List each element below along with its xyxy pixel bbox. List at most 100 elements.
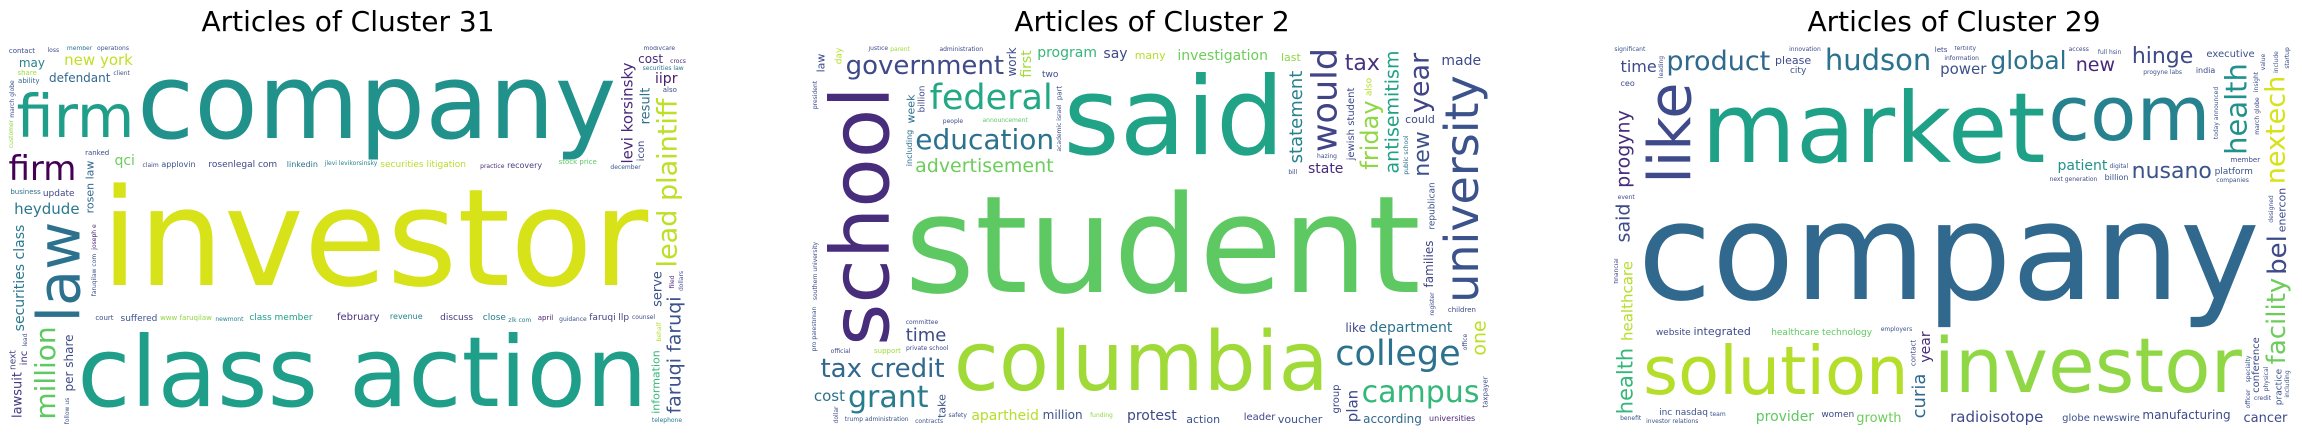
- word-billion: billion: [2104, 172, 2129, 182]
- word-new: new: [1410, 130, 1436, 177]
- word-voucher: voucher: [1277, 412, 1323, 426]
- word-per-share: per share: [62, 334, 77, 392]
- word-two: two: [1042, 69, 1059, 80]
- word-product: product: [1666, 46, 1771, 77]
- word-work: work: [1005, 47, 1020, 77]
- word-integrated: integrated: [1693, 325, 1751, 339]
- word-jewish-student: jewish student: [1346, 87, 1358, 161]
- word-like: like: [1635, 82, 1705, 184]
- word-companies: companies: [2216, 177, 2249, 185]
- word-student: student: [904, 166, 1421, 324]
- word-serve: serve: [650, 270, 666, 307]
- word-parent: parent: [890, 46, 910, 53]
- word-practice: practice: [2274, 369, 2285, 406]
- word-class-action: class action: [77, 316, 648, 426]
- word-operations: operations: [97, 46, 129, 53]
- word-next-generation: next generation: [2049, 176, 2098, 184]
- word-crocs: crocs: [670, 58, 686, 66]
- word-tax-credit: tax credit: [820, 353, 945, 384]
- word-last: last: [1280, 51, 1301, 65]
- word-employers: employers: [1880, 325, 1913, 333]
- word-faruqilaw-com: faruqilaw com: [91, 253, 99, 297]
- word-investor-relations: investor relations: [1646, 418, 1699, 426]
- word-week: week: [904, 94, 918, 124]
- word-healthcare: healthcare: [1618, 260, 1637, 341]
- word-leader: leader: [1243, 412, 1276, 424]
- word-guidance: guidance: [559, 315, 587, 323]
- word-globe-newswire: globe newswire: [2062, 412, 2140, 424]
- word-said: said: [1063, 55, 1285, 181]
- word-school: school: [814, 86, 909, 346]
- word-client: client: [113, 69, 130, 77]
- word-specialty: specialty: [2244, 355, 2252, 382]
- cloud-panel-1: Articles of Cluster 2 student said columbi…: [812, 0, 1492, 435]
- word-new-york: new york: [64, 50, 133, 69]
- word-revenue: revenue: [389, 312, 423, 322]
- word-facility: facility: [2262, 277, 2293, 365]
- word-administration: administration: [939, 46, 984, 53]
- word-heydude: heydude: [14, 200, 80, 219]
- word-including: including: [2284, 369, 2292, 398]
- word-hudson: hudson: [1824, 46, 1932, 78]
- word-health: health: [2219, 62, 2254, 155]
- word-lawsuit: lawsuit: [10, 371, 26, 418]
- word-cloud: company market investor solution com hudson he…: [1614, 46, 2294, 426]
- word-register: register: [1429, 292, 1437, 316]
- word-contact: contact: [8, 46, 36, 55]
- word-state: state: [1307, 161, 1344, 178]
- word-member: member: [2230, 155, 2261, 164]
- word-april: april: [537, 313, 554, 322]
- word-credit: credit: [2253, 395, 2272, 403]
- word-customer: customer: [8, 120, 15, 149]
- word-statement: statement: [1286, 70, 1308, 164]
- word-india: india: [2195, 66, 2216, 76]
- word-court: court: [95, 313, 114, 322]
- word-action: action: [1186, 412, 1221, 426]
- word-faruqi-faruqi: faruqi faruqi: [663, 296, 686, 414]
- word-officer: officer: [2244, 389, 2252, 409]
- word-fertility: fertility: [1954, 46, 1976, 53]
- word-health: health: [1614, 347, 1638, 415]
- word-securities-class: securities class: [12, 224, 29, 332]
- word-march-globe: march globe: [8, 80, 16, 118]
- word-levi-korsinsky: levi korsinsky: [618, 62, 637, 164]
- word-modivcare: modivcare: [643, 46, 676, 53]
- word-could: could: [1405, 113, 1435, 127]
- word-insight: insight: [2252, 72, 2260, 93]
- word-defendant: defendant: [48, 71, 111, 86]
- word-friday: friday: [1356, 100, 1385, 170]
- word-cost: cost: [638, 51, 664, 66]
- word-million: million: [1042, 408, 1083, 423]
- word-southern-university: southern university: [812, 241, 819, 301]
- word-according: according: [1363, 411, 1422, 426]
- word-leading: leading: [1657, 56, 1665, 79]
- word-linkedin: linkedin: [286, 160, 318, 170]
- word-practice: practice: [480, 163, 505, 171]
- word-may: may: [18, 55, 45, 70]
- word-growth: growth: [1856, 410, 1902, 426]
- word-year: year: [1917, 331, 1934, 363]
- word-faruqi-llp: faruqi llp: [589, 313, 630, 324]
- word-safety: safety: [948, 412, 967, 420]
- word-result: result: [638, 87, 654, 125]
- word-day: day: [834, 47, 845, 65]
- word-investor: investor: [100, 160, 649, 318]
- word-nextech: nextech: [2260, 76, 2292, 185]
- word-digital: digital: [2109, 162, 2129, 170]
- word-benefit: benefit: [1620, 414, 1642, 422]
- word-president: president: [812, 80, 819, 109]
- word-ranked: ranked: [85, 148, 110, 157]
- word-funding: funding: [1090, 412, 1113, 420]
- word-committee: committee: [905, 318, 939, 326]
- word-lets: lets: [1934, 46, 1948, 54]
- word-support: support: [874, 346, 901, 355]
- word-iipr: iipr: [655, 71, 678, 88]
- word-com: com: [2048, 69, 2211, 159]
- word-inc: inc: [19, 350, 31, 366]
- word-team: team: [1710, 410, 1726, 418]
- word-families: families: [1422, 240, 1437, 288]
- word-ability: ability: [18, 76, 40, 85]
- word-rosen-law: rosen law: [83, 160, 97, 214]
- word-time: time: [1620, 57, 1657, 77]
- word-december: december: [610, 163, 641, 171]
